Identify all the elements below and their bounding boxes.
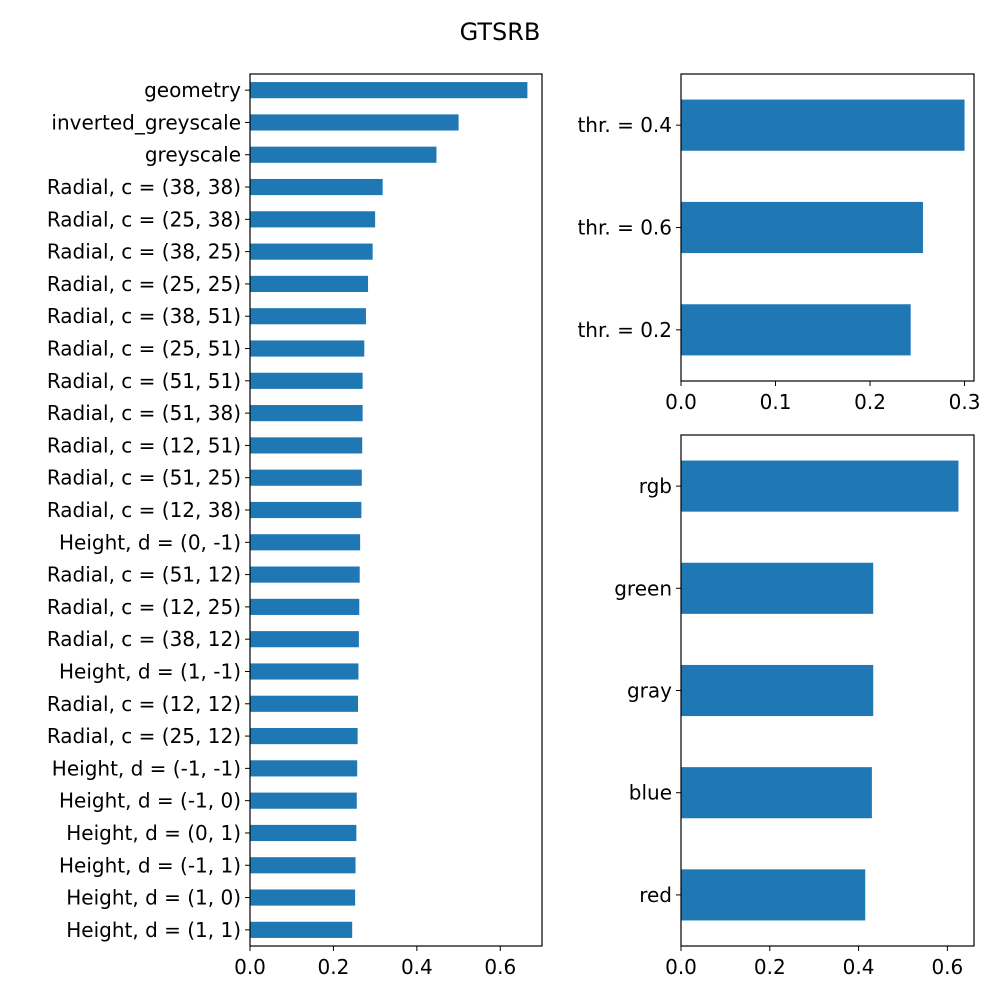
channel-xtick-label: 0.6: [931, 955, 963, 979]
feature-bar: [250, 857, 356, 874]
channel-bar: [681, 767, 872, 819]
feature-bar: [250, 82, 528, 99]
feature-category-label: Radial, c = (38, 12): [47, 627, 241, 651]
channel-category-label: rgb: [639, 474, 672, 498]
feature-category-label: Height, d = (0, 1): [66, 821, 241, 845]
feature-category-label: greyscale: [145, 143, 241, 167]
feature-bar: [250, 921, 353, 938]
feature-category-label: Radial, c = (25, 25): [47, 272, 241, 296]
threshold-xtick-label: 0.1: [760, 390, 792, 414]
feature-bar: [250, 146, 437, 163]
feature-bar: [250, 760, 358, 777]
feature-bar: [250, 663, 359, 680]
feature-bar: [250, 534, 361, 551]
feature-category-label: Height, d = (-1, -1): [52, 756, 241, 780]
channel-xtick-label: 0.0: [665, 955, 697, 979]
feature-axes-frame: [249, 73, 543, 947]
threshold-bar: [681, 99, 965, 151]
channel-category-label: red: [639, 883, 672, 907]
feature-category-label: Radial, c = (38, 25): [47, 240, 241, 264]
feature-category-label: Radial, c = (51, 51): [47, 369, 241, 393]
feature-bar: [250, 308, 366, 325]
feature-category-label: Radial, c = (51, 25): [47, 466, 241, 490]
feature-category-label: Radial, c = (12, 25): [47, 595, 241, 619]
feature-bar: [250, 340, 365, 357]
channel-xtick-label: 0.4: [843, 955, 875, 979]
feature-importance-panel: geometry inverted_greyscale greyscale Radia…: [47, 73, 543, 979]
channel-bar: [681, 869, 866, 921]
channel-bar: [681, 562, 874, 614]
feature-bar: [250, 728, 358, 745]
threshold-xtick-label: 0.2: [854, 390, 886, 414]
channel-bar: [681, 460, 959, 512]
channel-axes-frame: [680, 434, 975, 947]
feature-category-label: Radial, c = (12, 38): [47, 498, 241, 522]
feature-bar: [250, 695, 359, 712]
threshold-bar: [681, 304, 911, 356]
feature-bar: [250, 372, 363, 389]
feature-category-label: Radial, c = (25, 51): [47, 337, 241, 361]
feature-bar: [250, 211, 376, 228]
threshold-xtick-label: 0.0: [665, 390, 697, 414]
channel-bar: [681, 664, 874, 717]
threshold-axes-frame: [680, 73, 975, 382]
feature-bar: [250, 501, 362, 519]
threshold-category-label: thr. = 0.4: [577, 113, 672, 137]
feature-bar: [250, 566, 360, 583]
feature-bar: [250, 824, 357, 842]
feature-bar: [250, 437, 363, 454]
feature-xtick-label: 0.2: [318, 955, 350, 979]
feature-category-label: Height, d = (1, -1): [59, 659, 241, 683]
feature-bar: [250, 792, 357, 809]
feature-xtick-label: 0.6: [484, 955, 516, 979]
feature-category-label: Radial, c = (25, 12): [47, 724, 241, 748]
feature-category-label: Height, d = (1, 1): [66, 918, 241, 942]
channel-xtick-label: 0.2: [754, 955, 786, 979]
feature-category-label: Radial, c = (12, 12): [47, 692, 241, 716]
feature-category-label: Height, d = (-1, 0): [59, 789, 241, 813]
threshold-category-label: thr. = 0.6: [577, 216, 672, 240]
feature-bar: [250, 243, 373, 260]
threshold-panel: thr. = 0.4 thr. = 0.6 thr. = 0.2 0.0 0.1 0.2 0…: [577, 73, 981, 414]
channel-category-label: green: [614, 576, 672, 600]
feature-category-label: Radial, c = (38, 38): [47, 175, 241, 199]
feature-category-label: Radial, c = (51, 12): [47, 563, 241, 587]
feature-category-label: Height, d = (-1, 1): [59, 853, 241, 877]
feature-category-label: Radial, c = (51, 38): [47, 401, 241, 425]
feature-category-label: geometry: [144, 78, 241, 102]
threshold-category-label: thr. = 0.2: [577, 318, 672, 342]
feature-bar: [250, 275, 369, 292]
feature-category-label: inverted_greyscale: [51, 110, 241, 134]
feature-category-label: Height, d = (1, 0): [66, 886, 241, 910]
feature-xtick-label: 0.0: [234, 955, 266, 979]
channel-category-label: gray: [627, 679, 672, 703]
feature-xtick-label: 0.4: [401, 955, 433, 979]
threshold-xtick-label: 0.3: [949, 390, 981, 414]
feature-category-label: Height, d = (0, -1): [59, 530, 241, 554]
chart-title: GTSRB: [460, 18, 541, 46]
feature-category-label: Radial, c = (25, 38): [47, 207, 241, 231]
feature-bar: [250, 631, 359, 648]
color-channel-panel: rgb green gray blue red 0.0 0.2 0.4 0.6: [614, 434, 975, 979]
feature-bar: [250, 405, 363, 422]
threshold-bar: [681, 201, 923, 254]
feature-bar: [250, 114, 459, 131]
channel-category-label: blue: [629, 781, 672, 805]
feature-bar: [250, 469, 362, 486]
feature-bar: [250, 178, 383, 196]
feature-category-label: Radial, c = (38, 51): [47, 304, 241, 328]
feature-bar: [250, 889, 356, 906]
feature-category-label: Radial, c = (12, 51): [47, 433, 241, 457]
feature-bar: [250, 598, 360, 615]
